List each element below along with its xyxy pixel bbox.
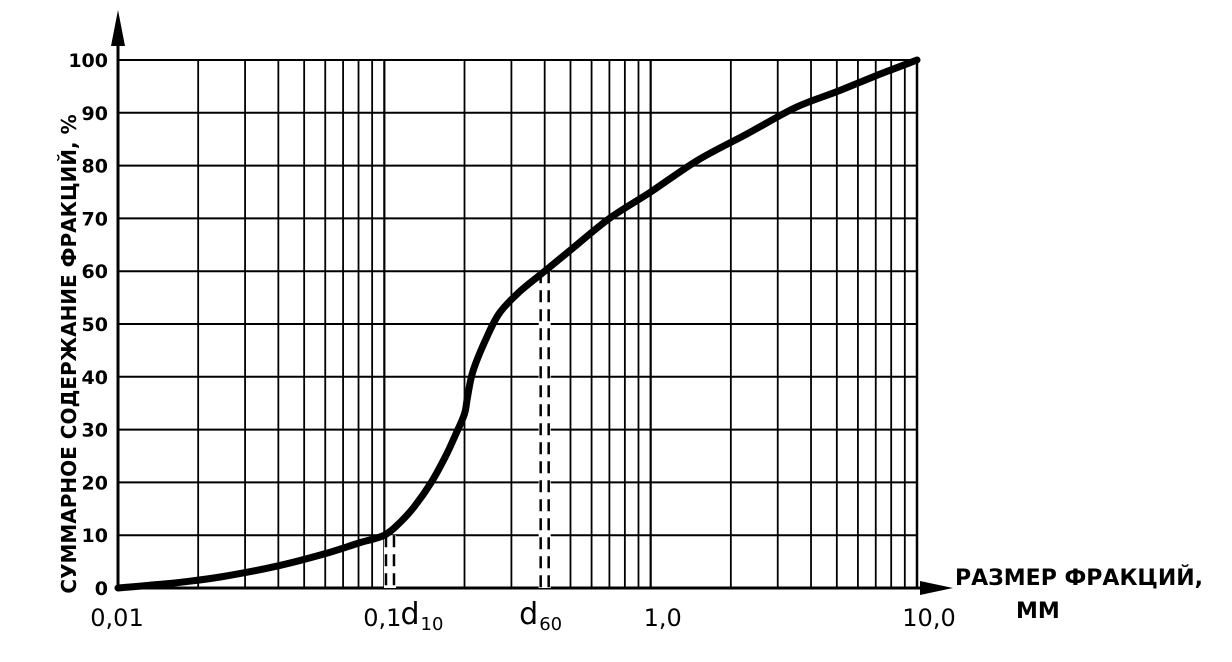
x-axis-arrow bbox=[920, 581, 953, 595]
d60-label: d 60 bbox=[519, 597, 562, 635]
x-axis-unit: ММ bbox=[1016, 599, 1060, 624]
y-tick-label: 90 bbox=[82, 103, 108, 125]
y-tick-label: 30 bbox=[82, 420, 108, 442]
d60-subscript: 60 bbox=[539, 614, 562, 635]
y-tick-label: 10 bbox=[82, 525, 108, 547]
x-axis-label: РАЗМЕР ФРАКЦИЙ, bbox=[955, 565, 1203, 591]
d10-letter: d bbox=[400, 597, 419, 632]
d10-subscript: 10 bbox=[421, 614, 444, 635]
series-line bbox=[114, 56, 921, 592]
x-tick-label: 0,01 bbox=[90, 604, 143, 632]
grid bbox=[118, 59, 919, 588]
annotations: d 10 d 60 bbox=[383, 271, 562, 635]
y-tick-label: 40 bbox=[82, 367, 108, 389]
y-tick-label: 60 bbox=[82, 261, 108, 283]
x-tick-label: 1,0 bbox=[644, 604, 682, 632]
tick-labels: 0 10 20 30 40 50 60 70 80 90 100 0,01 0,1 1,0 10,0 bbox=[68, 50, 955, 632]
d60-letter: d bbox=[519, 597, 538, 632]
x-tick-label: 0,1 bbox=[363, 604, 401, 632]
axes bbox=[111, 10, 953, 595]
y-tick-label: 20 bbox=[82, 472, 108, 494]
y-axis-label: СУММАРНОЕ СОДЕРЖАНИЕ ФРАКЦИЙ, % bbox=[57, 114, 81, 593]
y-tick-label: 0 bbox=[95, 578, 108, 600]
x-tick-label: 10,0 bbox=[902, 604, 955, 632]
y-axis-arrow bbox=[111, 10, 125, 46]
y-tick-label: 70 bbox=[82, 208, 108, 230]
axis-labels: СУММАРНОЕ СОДЕРЖАНИЕ ФРАКЦИЙ, % РАЗМЕР Ф… bbox=[57, 114, 1203, 624]
y-tick-label: 80 bbox=[82, 156, 108, 178]
y-tick-label: 50 bbox=[82, 314, 108, 336]
d10-label: d 10 bbox=[400, 597, 443, 635]
series bbox=[114, 56, 921, 592]
y-tick-label: 100 bbox=[68, 50, 108, 72]
